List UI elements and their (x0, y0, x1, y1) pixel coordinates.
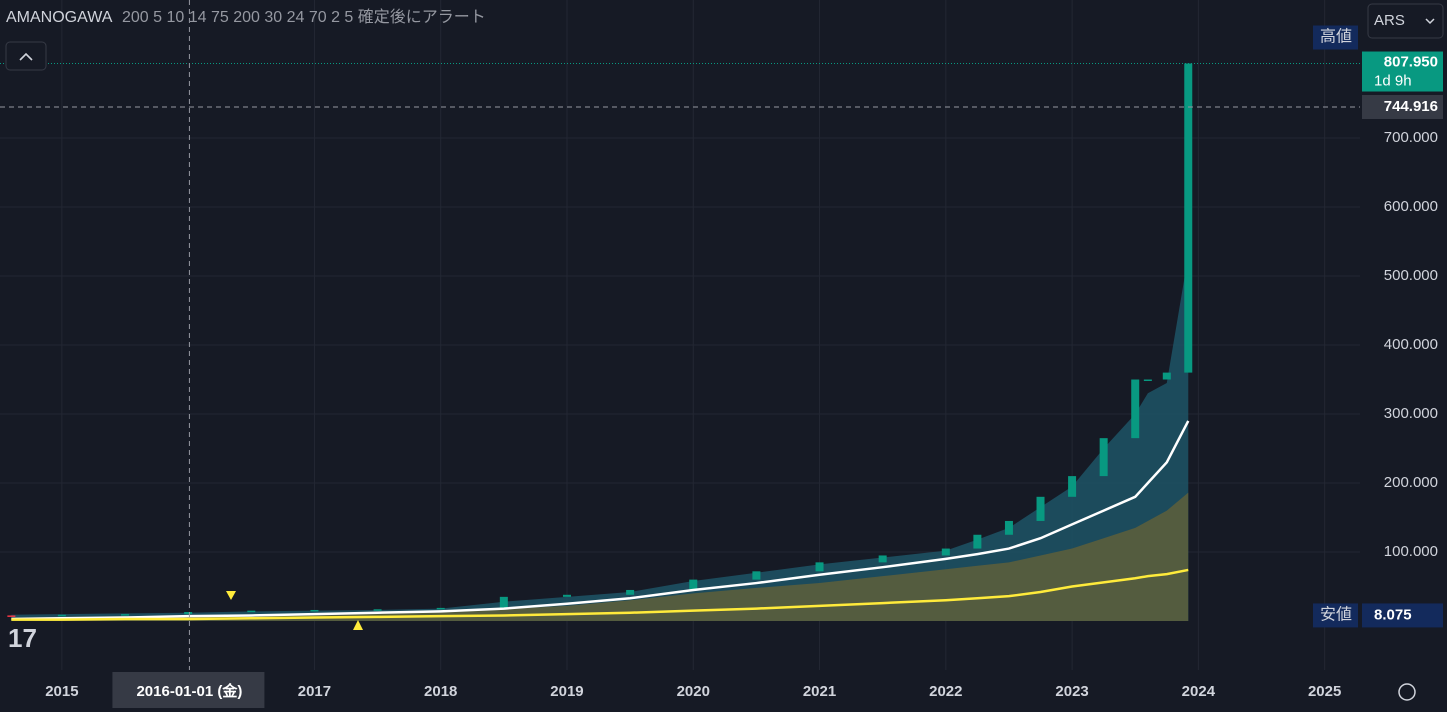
currency: ARS (1374, 12, 1405, 29)
candle (878, 555, 887, 563)
candle (815, 562, 824, 572)
last-price-tag (1362, 51, 1443, 92)
candle (973, 534, 982, 549)
signal-up (353, 620, 363, 630)
currency-button[interactable] (1367, 3, 1444, 39)
collapse-icon (19, 52, 33, 61)
x-tick-label: 2025 (1308, 683, 1341, 700)
x-tick-label: 2017 (298, 683, 331, 700)
candle (184, 612, 193, 615)
countdown: 1d 9h (1374, 72, 1412, 89)
low-price-tag (1362, 603, 1443, 628)
symbol: AMANOGAWA (6, 9, 113, 26)
plot (7, 63, 1193, 622)
x-tick-label: 2019 (550, 683, 583, 700)
logo: 17 (8, 623, 37, 653)
candle (121, 614, 130, 616)
low-tag (1313, 603, 1358, 628)
y-tick-label: 200.000 (1384, 474, 1438, 491)
candle (57, 614, 66, 617)
band-area (11, 492, 1189, 622)
crosshair-date-tag (112, 672, 265, 708)
candle (1068, 476, 1077, 497)
candle (1099, 438, 1108, 477)
candle (373, 609, 382, 611)
candle (436, 607, 445, 610)
ma-line (11, 568, 1189, 621)
x-tick-label: 2023 (1055, 683, 1088, 700)
x-tick-label: 2021 (803, 683, 836, 700)
candle (310, 609, 319, 612)
crosshair-date: 2016-01-01 (金) (136, 682, 242, 700)
signal-down (226, 591, 236, 600)
x-tick-label: 2020 (677, 683, 710, 700)
candle (499, 596, 508, 608)
candle (1036, 496, 1045, 521)
candle (7, 615, 16, 617)
candle (1131, 379, 1140, 439)
crosshair-price-tag (1362, 95, 1443, 120)
collapse-button[interactable] (5, 41, 47, 71)
y-tick-label: 700.000 (1384, 129, 1438, 146)
last-price: 807.950 (1384, 53, 1438, 70)
low-tag-label: 安値 (1320, 606, 1352, 624)
crosshair-price: 744.916 (1384, 98, 1438, 115)
candle (562, 594, 571, 597)
y-tick-label: 100.000 (1384, 543, 1438, 560)
candle (1184, 63, 1193, 373)
x-tick-label: 2024 (1182, 683, 1216, 700)
high-tag-label: 高値 (1320, 28, 1352, 46)
x-tick-label: 2015 (45, 683, 78, 700)
grid (0, 0, 1360, 670)
candle (689, 579, 698, 590)
indicator-settings: 200 5 10 14 75 200 30 24 70 2 5 確定後にアラート (122, 8, 486, 26)
y-tick-label: 600.000 (1384, 198, 1438, 215)
candle (752, 571, 761, 580)
settings-icon[interactable] (1398, 683, 1416, 701)
candle (1004, 520, 1013, 535)
x-tick-label: 2022 (929, 683, 962, 700)
y-tick-label: 400.000 (1384, 336, 1438, 353)
candle (941, 548, 950, 556)
candle (626, 589, 635, 595)
x-tick-label: 2018 (424, 683, 457, 700)
y-tick-label: 500.000 (1384, 267, 1438, 284)
high-tag (1313, 25, 1358, 50)
low-price: 8.075 (1374, 606, 1412, 623)
currency-caret (1425, 18, 1435, 25)
candle (1143, 379, 1152, 382)
ma-line (11, 420, 1190, 621)
candle (1162, 372, 1171, 380)
candle (247, 610, 256, 613)
y-tick-label: 300.000 (1384, 405, 1438, 422)
